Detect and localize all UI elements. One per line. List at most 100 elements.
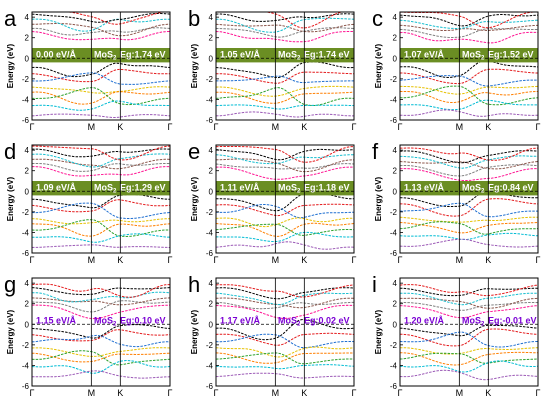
band-line <box>216 75 354 84</box>
x-tick-label: K <box>117 388 123 398</box>
panel-d: d 1.09 eV/Å MoS2 Eg:1.29 eV -6 -4 -2 0 2 4 Energy … <box>4 139 173 265</box>
band-line <box>32 100 170 111</box>
band-line <box>216 87 354 106</box>
band-line <box>32 287 170 296</box>
band-line <box>32 68 170 83</box>
band-line <box>216 231 354 242</box>
band-line <box>32 194 170 209</box>
panel-letter: g <box>4 272 16 297</box>
band-line <box>216 346 354 358</box>
y-tick-label: -2 <box>390 208 398 217</box>
bandgap-label: Eg:-0.01 eV <box>488 316 537 326</box>
y-tick-label: 4 <box>25 146 30 155</box>
band-line <box>32 329 170 342</box>
band-line <box>216 166 354 180</box>
y-axis-label: Energy (eV) <box>6 309 15 354</box>
material-label: MoS2 <box>94 50 117 62</box>
band-line <box>400 351 538 366</box>
band-line <box>32 153 170 168</box>
gap-highlight <box>216 48 354 63</box>
x-tick-label: Γ <box>30 255 35 265</box>
x-tick-label: Γ <box>398 122 403 132</box>
band-line <box>32 352 170 363</box>
x-tick-label: M <box>456 388 464 398</box>
band-line <box>216 217 354 228</box>
x-tick-label: K <box>117 255 123 265</box>
band-line <box>400 292 538 306</box>
y-tick-label: 0 <box>393 320 398 329</box>
band-line <box>400 305 538 319</box>
band-line <box>400 232 538 240</box>
y-tick-label: -2 <box>390 75 398 84</box>
band-line <box>216 203 354 217</box>
band-line <box>400 238 538 248</box>
band-line <box>32 62 170 78</box>
band-line <box>216 61 354 79</box>
plot-frame <box>399 277 539 387</box>
plot-frame <box>399 144 539 254</box>
y-tick-label: -4 <box>206 95 214 104</box>
band-line <box>400 155 538 169</box>
band-line <box>32 347 170 357</box>
material-label: MoS2 <box>94 183 117 195</box>
y-tick-label: 0 <box>209 54 214 63</box>
panel-letter: c <box>372 6 383 31</box>
y-tick-label: -2 <box>22 75 30 84</box>
y-tick-label: 2 <box>393 300 398 309</box>
band-line <box>222 12 344 29</box>
y-axis-label: Energy (eV) <box>374 176 383 221</box>
band-line <box>40 12 166 25</box>
y-tick-label: -4 <box>206 361 214 370</box>
panel-h: h 1.17 eV/Å MoS2 Eg:0.02 eV -6 -4 -2 0 2 4 Energy … <box>188 272 357 398</box>
y-tick-label: 2 <box>25 300 30 309</box>
band-line <box>216 223 354 236</box>
band-line <box>216 91 354 104</box>
gap-highlight <box>32 48 170 63</box>
band-line <box>32 87 170 106</box>
strain-label: 1.11 eV/Å <box>220 183 260 193</box>
y-tick-label: -6 <box>206 249 214 258</box>
bandgap-label: Eg:1.29 eV <box>120 183 166 193</box>
band-line <box>32 233 170 243</box>
band-line <box>32 202 170 219</box>
bandgap-label: Eg:1.18 eV <box>304 183 350 193</box>
x-tick-label: K <box>301 122 307 132</box>
plot-frame <box>31 144 171 254</box>
band-line <box>216 154 354 165</box>
band-line <box>32 23 170 37</box>
band-line <box>216 301 354 310</box>
band-line <box>400 202 538 218</box>
y-tick-label: 0 <box>209 187 214 196</box>
y-tick-label: -2 <box>22 341 30 350</box>
band-line <box>400 147 538 161</box>
panel-letter: h <box>188 272 200 297</box>
band-line <box>400 19 538 29</box>
x-tick-label: Γ <box>536 255 541 265</box>
band-line <box>216 104 354 110</box>
band-line <box>32 283 170 298</box>
band-line <box>32 223 170 237</box>
panel-letter: a <box>4 6 17 31</box>
y-tick-label: -2 <box>206 75 214 84</box>
panel-letter: i <box>372 272 377 297</box>
y-tick-label: -2 <box>390 341 398 350</box>
x-tick-label: M <box>456 122 464 132</box>
x-tick-label: K <box>485 122 491 132</box>
x-tick-label: K <box>301 388 307 398</box>
panel-letter: f <box>372 139 379 164</box>
y-tick-label: 2 <box>25 34 30 43</box>
x-tick-label: K <box>117 122 123 132</box>
band-line <box>400 352 538 364</box>
plot-frame <box>215 144 355 254</box>
band-line <box>32 91 170 105</box>
y-tick-label: -4 <box>206 228 214 237</box>
x-tick-label: M <box>88 388 96 398</box>
band-line <box>32 359 170 374</box>
y-axis-label: Energy (eV) <box>374 43 383 88</box>
band-line <box>32 291 170 303</box>
band-line <box>32 300 170 313</box>
x-tick-label: Γ <box>536 388 541 398</box>
y-axis-label: Energy (eV) <box>374 309 383 354</box>
band-line <box>216 146 354 163</box>
